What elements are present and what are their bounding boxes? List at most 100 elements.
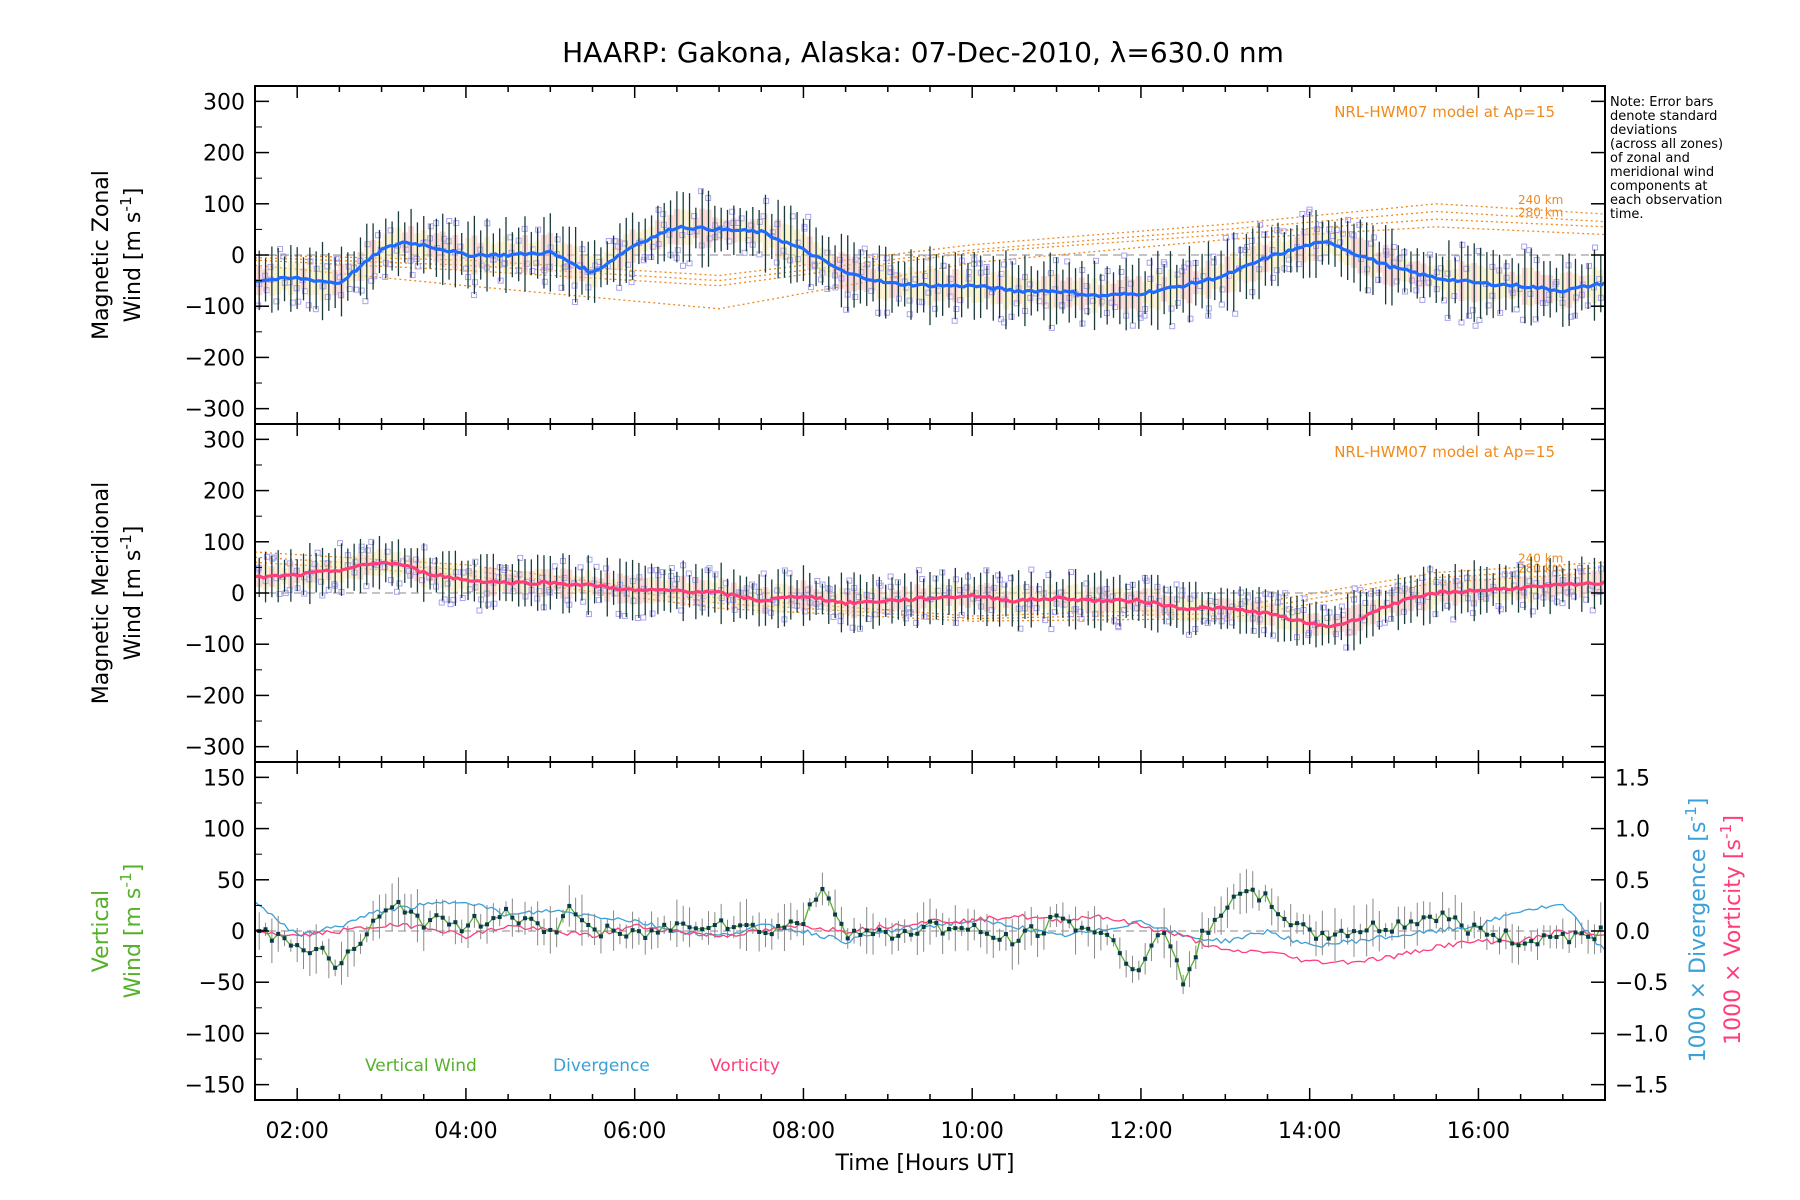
zone-point xyxy=(1375,276,1382,283)
x-tick-label: 08:00 xyxy=(772,1119,835,1144)
y-tick-label: 300 xyxy=(203,428,245,453)
vertical-wind-point xyxy=(1484,932,1489,937)
zone-point xyxy=(674,247,681,254)
zone-point xyxy=(314,549,321,556)
zone-point xyxy=(1451,292,1458,299)
vertical-wind-point xyxy=(339,961,344,966)
vertical-wind-point xyxy=(1339,928,1344,933)
vertical-wind-point xyxy=(428,918,433,923)
vertical-wind-point xyxy=(636,929,641,934)
zone-point xyxy=(331,581,338,588)
note-line: meridional wind xyxy=(1610,165,1714,180)
y-tick-label: −100 xyxy=(185,295,245,320)
note-line: of zonal and xyxy=(1610,151,1690,166)
vertical-wind-point xyxy=(358,941,363,946)
vertical-wind-point xyxy=(326,956,331,961)
zone-point xyxy=(1432,611,1439,618)
vertical-wind-point xyxy=(965,927,970,932)
note-box: Note: Error bars denote standard deviati… xyxy=(1610,95,1723,222)
zone-point xyxy=(953,305,960,312)
y-tick-label: 200 xyxy=(203,480,245,505)
zone-point xyxy=(1454,255,1461,262)
zone-point xyxy=(812,262,819,269)
y-axis-unit-label: Wind [m s-1] xyxy=(117,864,146,999)
zone-point xyxy=(1280,228,1287,235)
zone-point xyxy=(1077,608,1084,615)
vertical-wind-point xyxy=(1598,925,1603,930)
zone-point xyxy=(906,311,913,318)
zone-point xyxy=(270,554,277,561)
vertical-wind-point xyxy=(1522,941,1527,946)
note-line: each observation xyxy=(1610,193,1722,208)
vertical-wind-point xyxy=(712,923,717,928)
vertical-wind-point xyxy=(706,925,711,930)
zone-point xyxy=(311,561,318,568)
x-tick-label: 10:00 xyxy=(940,1119,1003,1144)
zone-point xyxy=(1261,231,1268,238)
zone-point xyxy=(836,256,843,263)
zone-point xyxy=(868,593,875,600)
zone-point xyxy=(1270,274,1277,281)
zone-point xyxy=(444,580,451,587)
zone-point xyxy=(1340,230,1347,237)
zone-point xyxy=(1419,574,1426,581)
vertical-wind-point xyxy=(1554,934,1559,939)
zone-point xyxy=(1093,257,1100,264)
zone-point xyxy=(621,612,628,619)
vertical-wind-point xyxy=(750,922,755,927)
zone-point xyxy=(1083,580,1090,587)
vertical-wind-point xyxy=(795,921,800,926)
zone-point xyxy=(786,570,793,577)
zone-point xyxy=(580,598,587,605)
zone-point xyxy=(1440,579,1447,586)
zone-point xyxy=(418,577,425,584)
zone-point xyxy=(849,624,856,631)
zone-point xyxy=(501,259,508,266)
zone-point xyxy=(1396,255,1403,262)
zone-point xyxy=(585,611,592,618)
zone-point xyxy=(427,223,434,230)
zone-point xyxy=(843,306,850,313)
vertical-wind-point xyxy=(864,928,869,933)
zone-point xyxy=(837,618,844,625)
zone-point xyxy=(748,222,755,229)
zone-point xyxy=(887,265,894,272)
x-tick-label: 02:00 xyxy=(265,1119,328,1144)
vertical-wind-point xyxy=(852,928,857,933)
vertical-wind-point xyxy=(1459,923,1464,928)
zone-point xyxy=(1425,279,1432,286)
zone-point xyxy=(716,232,723,239)
zone-point xyxy=(704,567,711,574)
zone-point xyxy=(1444,602,1451,609)
zone-point xyxy=(1121,252,1128,259)
y-axis-unit-label: Wind [m s-1] xyxy=(117,526,146,661)
vertical-wind-point xyxy=(757,929,762,934)
vertical-wind-point xyxy=(586,923,591,928)
zone-point xyxy=(1064,258,1071,265)
zone-point xyxy=(1261,627,1268,634)
zone-point xyxy=(1419,296,1426,303)
vertical-wind-point xyxy=(1333,932,1337,937)
vertical-wind-point xyxy=(307,951,312,956)
vertical-wind-point xyxy=(1307,927,1312,932)
zone-point xyxy=(1048,324,1055,331)
vertical-wind-point xyxy=(1003,932,1008,937)
vertical-wind-point xyxy=(997,937,1002,942)
vertical-wind-point xyxy=(978,930,983,935)
vertical-wind-point xyxy=(1206,930,1211,935)
vertical-wind-point xyxy=(1067,919,1072,924)
zone-point xyxy=(1476,316,1483,323)
zone-point xyxy=(364,547,371,554)
vertical-wind-point xyxy=(1465,931,1470,936)
y-tick-label: 0 xyxy=(231,582,245,607)
zone-point xyxy=(655,206,662,213)
zone-point xyxy=(1463,265,1470,272)
zone-point xyxy=(301,590,308,597)
vertical-wind-point xyxy=(276,931,281,936)
vertical-wind-point xyxy=(523,916,527,921)
zone-point xyxy=(774,221,781,228)
legend-vertical-wind: Vertical Wind xyxy=(365,1056,477,1076)
y-tick-label: 200 xyxy=(203,142,245,167)
zone-point xyxy=(1370,234,1377,241)
zone-point xyxy=(1165,618,1172,625)
